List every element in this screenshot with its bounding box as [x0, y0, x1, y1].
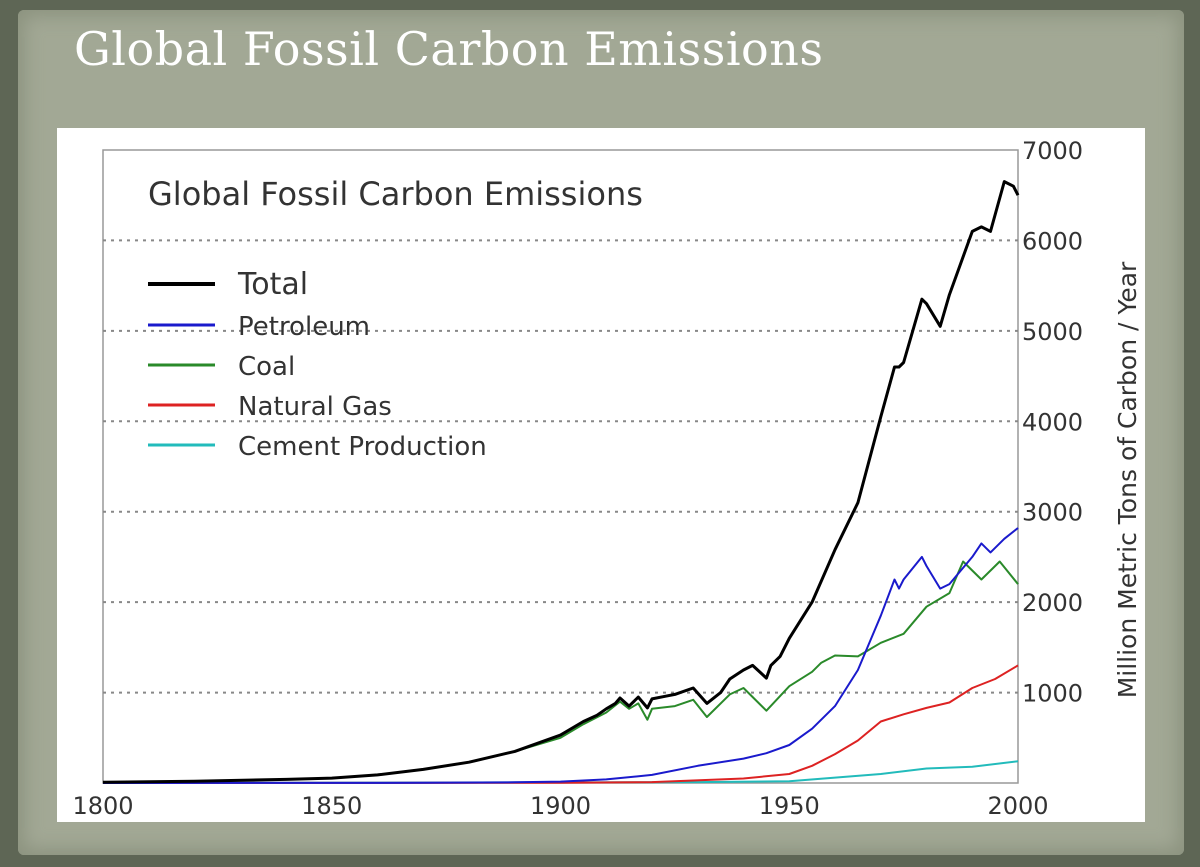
- y-tick-label: 3000: [1022, 499, 1083, 527]
- legend-label: Total: [237, 267, 308, 302]
- y-axis-label: Million Metric Tons of Carbon / Year: [1113, 261, 1142, 698]
- plot-frame: [102, 149, 1019, 784]
- y-tick-label: 2000: [1022, 589, 1083, 617]
- x-tick-label: 2000: [987, 792, 1048, 820]
- legend-label: Cement Production: [238, 432, 487, 462]
- slide-title: Global Fossil Carbon Emissions: [74, 22, 824, 76]
- series-line-coal: [102, 560, 1019, 784]
- series-line-total: [102, 180, 1020, 784]
- y-tick-label: 6000: [1022, 227, 1083, 255]
- x-tick-label: 1950: [759, 792, 820, 820]
- series-line-cement-production: [102, 760, 1019, 784]
- x-tick-label: 1800: [72, 792, 133, 820]
- x-tick-label: 1900: [530, 792, 591, 820]
- y-tick-label: 1000: [1022, 680, 1083, 708]
- y-tick-label: 4000: [1022, 408, 1083, 436]
- legend-label: Petroleum: [238, 312, 370, 342]
- series-line-natural-gas: [102, 664, 1019, 784]
- x-tick-label: 1850: [301, 792, 362, 820]
- y-tick-label: 5000: [1022, 318, 1083, 346]
- chart-title: Global Fossil Carbon Emissions: [148, 175, 643, 213]
- y-tick-label: 7000: [1022, 137, 1083, 165]
- legend-label: Coal: [238, 352, 295, 382]
- series-line-petroleum: [102, 527, 1019, 784]
- legend-label: Natural Gas: [238, 392, 392, 422]
- chart-panel: [57, 128, 1145, 822]
